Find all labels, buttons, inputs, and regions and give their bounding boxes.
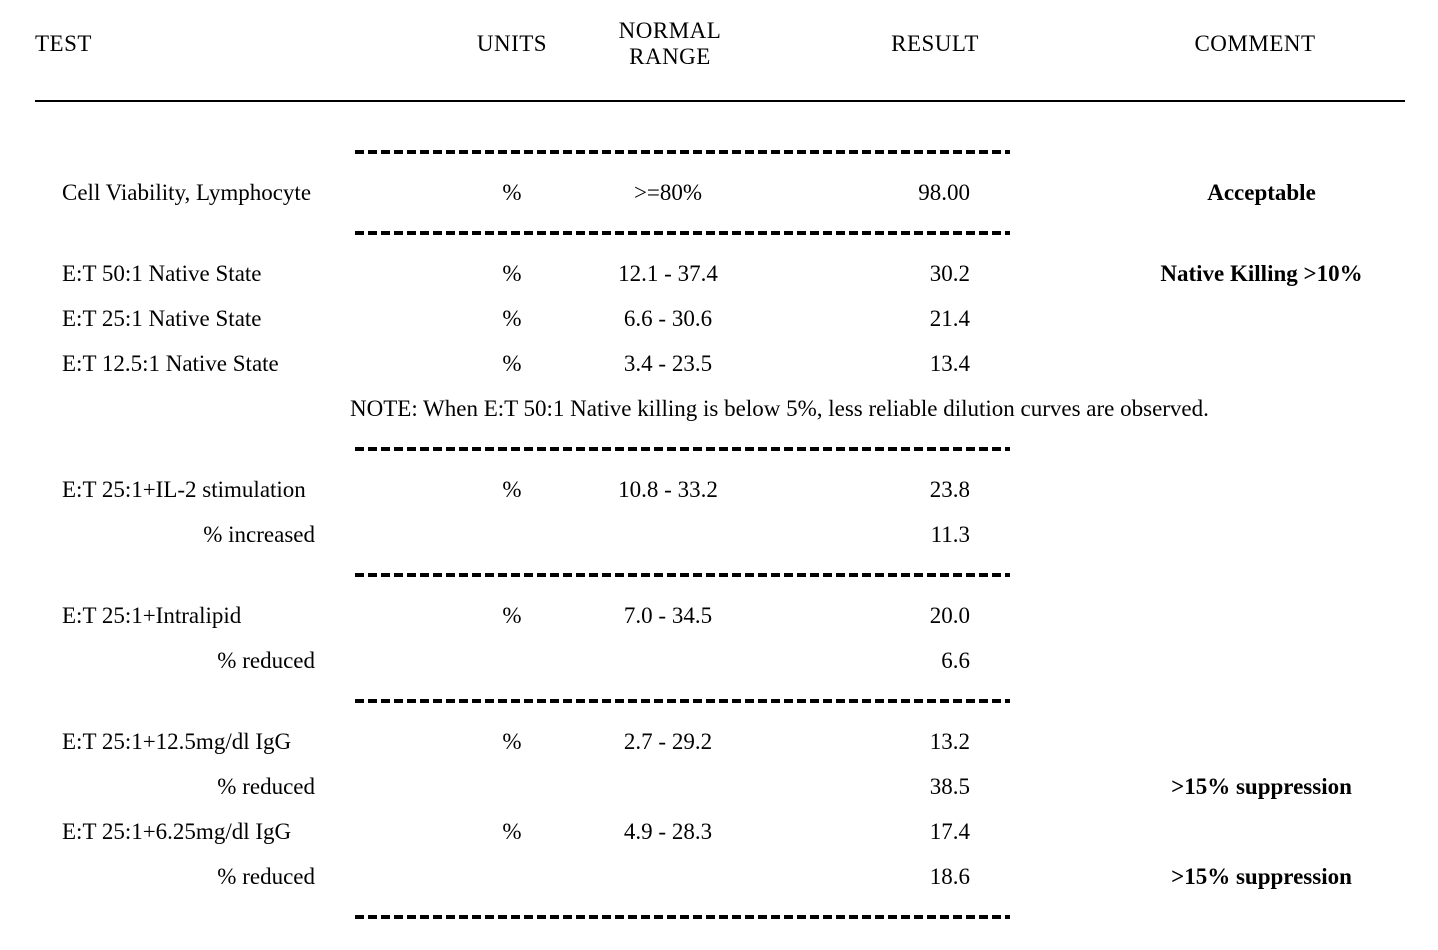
comment-cell: >15% suppression (1171, 864, 1352, 889)
table-row: % increased 11.3 (0, 512, 1438, 557)
test-cell: E:T 12.5:1 Native State (62, 351, 279, 376)
range-cell: 6.6 - 30.6 (623, 306, 713, 331)
column-header-units: UNITS (476, 31, 548, 56)
separator-row (0, 683, 1438, 719)
table-row: E:T 50:1 Native State% 12.1 - 37.4 30.2 Nat… (0, 251, 1438, 296)
test-cell: E:T 50:1 Native State (62, 261, 262, 286)
range-cell (568, 764, 768, 809)
table-row: E:T 25:1+Intralipid% 7.0 - 34.5 20.0 (0, 593, 1438, 638)
dashed-divider (355, 699, 1010, 703)
column-header-normal-range: NORMAL RANGE (570, 0, 770, 88)
comment-cell: Acceptable (1207, 180, 1316, 205)
units-cell: % (502, 261, 522, 286)
units-cell: % (502, 477, 522, 502)
result-cell: 30.2 (929, 261, 970, 286)
table-row: E:T 25:1+12.5mg/dl IgG% 2.7 - 29.2 13.2 (0, 719, 1438, 764)
test-cell: E:T 25:1+IL-2 stimulation (62, 477, 306, 502)
range-cell (568, 638, 768, 683)
note-row: NOTE: When E:T 50:1 Native killing is be… (350, 396, 1209, 421)
dashed-divider (355, 573, 1010, 577)
comment-cell (1085, 809, 1438, 854)
separator-row (0, 134, 1438, 170)
table-row: Cell Viability, Lymphocyte% >=80% 98.00 Acc… (0, 170, 1438, 215)
table-row: E:T 25:1+6.25mg/dl IgG% 4.9 - 28.3 17.4 (0, 809, 1438, 854)
comment-cell: >15% suppression (1171, 774, 1352, 799)
test-cell: E:T 25:1+12.5mg/dl IgG (62, 729, 292, 754)
results-table-body: Cell Viability, Lymphocyte% >=80% 98.00 Acc… (0, 101, 1438, 935)
result-cell: 6.6 (941, 648, 970, 673)
units-cell: % (502, 819, 522, 844)
result-cell: 38.5 (929, 774, 970, 799)
column-header-test: TEST (35, 31, 92, 56)
units-cell: % (502, 351, 522, 376)
result-cell: 18.6 (929, 864, 970, 889)
separator-row (0, 557, 1438, 593)
dashed-divider (355, 447, 1010, 451)
units-cell: % (502, 306, 522, 331)
range-cell (568, 854, 768, 899)
test-cell: % increased (203, 522, 315, 547)
result-cell: 21.4 (929, 306, 970, 331)
dashed-divider (355, 915, 1010, 919)
separator-row (0, 899, 1438, 935)
dashed-divider (355, 150, 1010, 154)
separator-row (0, 215, 1438, 251)
range-cell (568, 512, 768, 557)
test-cell: E:T 25:1 Native State (62, 306, 262, 331)
table-row: E:T 25:1 Native State% 6.6 - 30.6 21.4 (0, 296, 1438, 341)
comment-cell (1085, 593, 1438, 638)
range-cell: 7.0 - 34.5 (623, 603, 713, 628)
test-cell: % reduced (217, 864, 315, 889)
comment-cell (1085, 512, 1438, 557)
comment-cell (1085, 467, 1438, 512)
table-row: E:T 25:1+IL-2 stimulation% 10.8 - 33.2 23.… (0, 467, 1438, 512)
table-row: % reduced 18.6 >15% suppression (0, 854, 1438, 899)
result-cell: 11.3 (930, 522, 970, 547)
result-cell: 98.00 (918, 180, 970, 205)
test-cell: E:T 25:1+6.25mg/dl IgG (62, 819, 292, 844)
dashed-divider (355, 231, 1010, 235)
comment-cell (1085, 719, 1438, 764)
test-cell: Cell Viability, Lymphocyte (62, 180, 312, 205)
range-cell: >=80% (633, 180, 703, 205)
table-row: E:T 12.5:1 Native State% 3.4 - 23.5 13.4 (0, 341, 1438, 386)
range-cell: 3.4 - 23.5 (623, 351, 713, 376)
header-divider (35, 100, 1405, 102)
range-cell: 12.1 - 37.4 (618, 261, 718, 286)
column-header-result: RESULT (891, 31, 979, 56)
test-cell: % reduced (217, 648, 315, 673)
result-cell: 20.0 (929, 603, 970, 628)
units-cell: % (502, 603, 522, 628)
separator-row (0, 431, 1438, 467)
range-cell: 2.7 - 29.2 (623, 729, 713, 754)
test-cell: E:T 25:1+Intralipid (62, 603, 242, 628)
result-cell: 17.4 (929, 819, 970, 844)
table-row: % reduced 38.5 >15% suppression (0, 764, 1438, 809)
column-header-comment: COMMENT (1194, 31, 1316, 56)
result-cell: 23.8 (929, 477, 970, 502)
comment-cell: Native Killing >10% (1160, 261, 1363, 286)
test-cell: % reduced (217, 774, 315, 799)
comment-cell (1085, 296, 1438, 341)
units-cell: % (502, 729, 522, 754)
table-row: % reduced 6.6 (0, 638, 1438, 683)
range-cell: 10.8 - 33.2 (618, 477, 718, 502)
result-cell: 13.2 (929, 729, 970, 754)
result-cell: 13.4 (929, 351, 970, 376)
comment-cell (1085, 638, 1438, 683)
units-cell: % (502, 180, 522, 205)
range-cell: 4.9 - 28.3 (623, 819, 713, 844)
comment-cell (1085, 341, 1438, 386)
table-header: TEST UNITS NORMAL RANGE RESULT COMMENT (0, 0, 1438, 102)
normal-range-line1: NORMAL (618, 18, 722, 43)
normal-range-line2: RANGE (629, 44, 711, 69)
